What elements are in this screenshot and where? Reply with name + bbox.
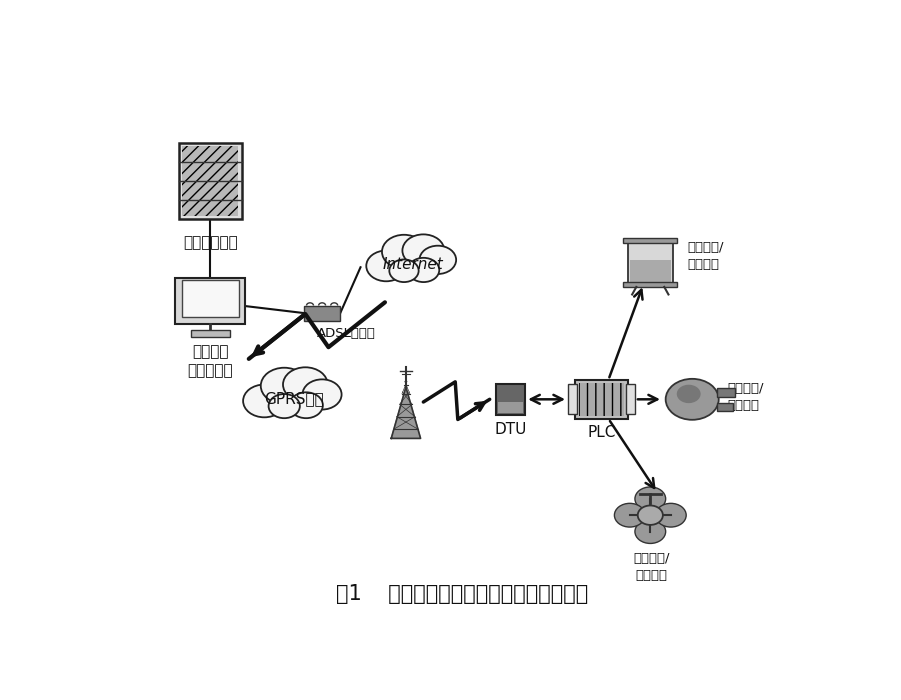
- FancyBboxPatch shape: [575, 380, 628, 419]
- Text: 图1    自来水管网无线监控系统连接示意图: 图1 自来水管网无线监控系统连接示意图: [336, 584, 587, 604]
- FancyBboxPatch shape: [191, 330, 230, 337]
- Circle shape: [635, 487, 666, 511]
- Circle shape: [655, 503, 687, 527]
- Circle shape: [389, 260, 419, 282]
- Circle shape: [283, 368, 328, 402]
- Circle shape: [403, 234, 444, 267]
- Circle shape: [268, 394, 300, 418]
- Bar: [717, 402, 733, 411]
- Circle shape: [420, 246, 456, 274]
- Text: ADSL或专线: ADSL或专线: [317, 326, 376, 340]
- Circle shape: [289, 392, 323, 418]
- Text: 水池液位/
数据读取: 水池液位/ 数据读取: [687, 241, 724, 272]
- Text: 数据库服务器: 数据库服务器: [183, 235, 238, 250]
- Bar: [717, 388, 735, 397]
- FancyBboxPatch shape: [496, 384, 525, 415]
- Text: DTU: DTU: [495, 422, 527, 437]
- FancyBboxPatch shape: [182, 281, 239, 316]
- FancyBboxPatch shape: [179, 144, 241, 218]
- Text: Internet: Internet: [383, 257, 443, 272]
- FancyBboxPatch shape: [628, 239, 673, 285]
- Polygon shape: [391, 387, 421, 438]
- Bar: [623, 281, 678, 287]
- Circle shape: [666, 379, 719, 420]
- FancyBboxPatch shape: [304, 305, 341, 321]
- FancyBboxPatch shape: [498, 402, 523, 413]
- Circle shape: [382, 234, 426, 269]
- Circle shape: [243, 384, 286, 417]
- Circle shape: [677, 385, 701, 403]
- FancyBboxPatch shape: [578, 383, 624, 416]
- Circle shape: [260, 368, 307, 404]
- Text: GPRS网络: GPRS网络: [264, 391, 324, 406]
- Circle shape: [614, 503, 645, 527]
- Text: 中心机房
控制计算机: 中心机房 控制计算机: [187, 344, 233, 379]
- Circle shape: [638, 505, 663, 525]
- Circle shape: [408, 258, 440, 282]
- Circle shape: [635, 519, 666, 543]
- Text: 水泵控制/
数据读取: 水泵控制/ 数据读取: [727, 382, 764, 412]
- Circle shape: [303, 379, 341, 410]
- FancyBboxPatch shape: [569, 384, 577, 414]
- FancyBboxPatch shape: [182, 146, 238, 216]
- Bar: [630, 260, 671, 284]
- Text: PLC: PLC: [587, 425, 615, 440]
- FancyBboxPatch shape: [626, 384, 634, 414]
- Bar: [623, 238, 678, 244]
- FancyBboxPatch shape: [176, 278, 245, 323]
- Circle shape: [367, 251, 406, 281]
- Text: 阀门控制/
数据读取: 阀门控制/ 数据读取: [633, 552, 670, 582]
